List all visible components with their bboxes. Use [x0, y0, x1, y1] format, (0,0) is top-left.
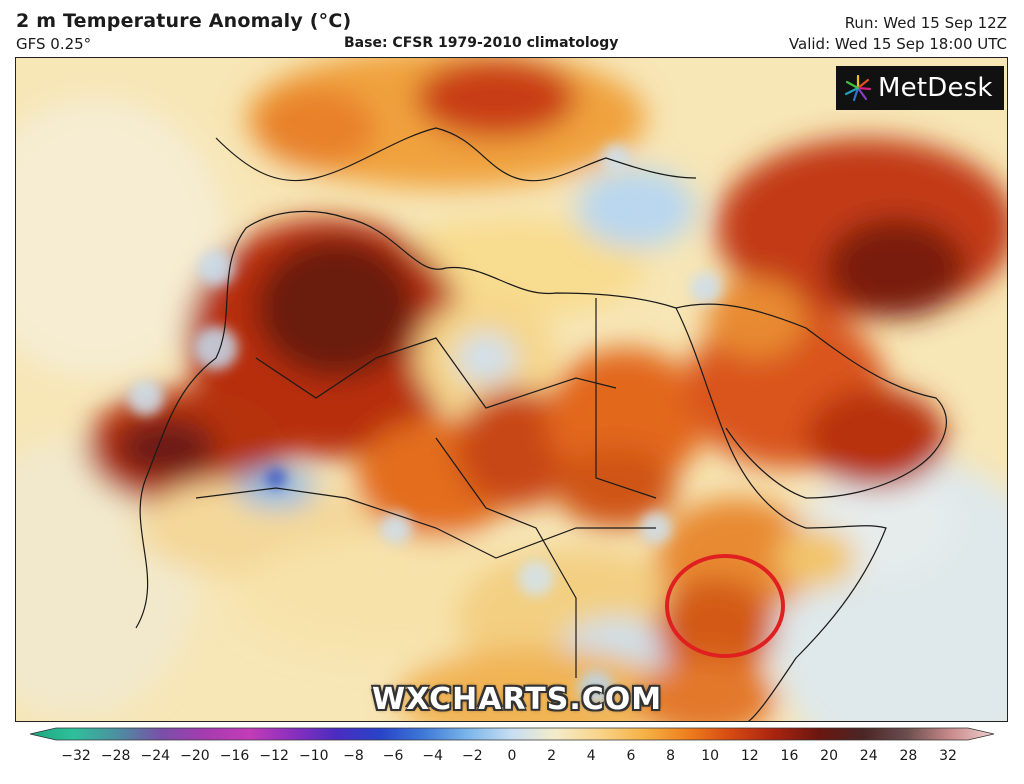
colorbar-tick-label: −10 [299, 748, 329, 764]
map-canvas [16, 58, 1007, 721]
colorbar-tick-label: 20 [820, 748, 838, 764]
coastlines [135, 127, 947, 721]
chart-header: 2 m Temperature Anomaly (°C) GFS 0.25° B… [0, 0, 1024, 56]
colorbar-tick-label: 24 [859, 748, 878, 764]
colorbar-tick-label: −32 [61, 748, 91, 764]
colorbar-tick-label: 2 [547, 748, 557, 764]
colorbar-tick-label: 10 [701, 748, 720, 764]
colorbar-tick-label: 16 [780, 748, 799, 764]
colorbar-tick-label: 32 [939, 748, 957, 764]
metdesk-logo: MetDesk [836, 66, 1004, 110]
colorbar-tick-label: −12 [259, 748, 289, 764]
wxcharts-watermark: WXCHARTS.COM [372, 682, 663, 717]
colorbar-tick-label: −28 [100, 748, 131, 764]
colorbar-tick-label: −6 [382, 748, 404, 764]
colorbar-tick-label: 8 [666, 748, 675, 764]
metdesk-star-icon [844, 74, 872, 102]
run-time-label: Run: Wed 15 Sep 12Z [844, 14, 1007, 32]
anomaly-map [15, 57, 1008, 722]
anomaly-field [16, 58, 1007, 721]
colorbar-tick-label: 28 [899, 748, 918, 764]
metdesk-logo-text: MetDesk [878, 73, 993, 103]
base-climatology-label: Base: CFSR 1979-2010 climatology [344, 35, 619, 51]
colorbar [0, 726, 1024, 784]
colorbar-tick-label: 12 [740, 748, 759, 764]
highlight-circle [665, 554, 785, 658]
chart-title: 2 m Temperature Anomaly (°C) [16, 10, 352, 32]
colorbar-ticks: −32 −28 −24 −20 −16 −12 −10 −8 −6 −4 −2 0 2 4 6 8 10 12 16… [0, 748, 1024, 772]
colorbar-tick-label: −2 [462, 748, 483, 764]
colorbar-tick-label: 0 [507, 748, 517, 764]
colorbar-gradient [29, 727, 995, 741]
colorbar-tick-label: −8 [343, 748, 364, 764]
colorbar-tick-label: 6 [626, 748, 636, 764]
colorbar-tick-label: −20 [180, 748, 210, 764]
colorbar-tick-label: −24 [140, 748, 171, 764]
model-label: GFS 0.25° [16, 35, 92, 53]
colorbar-tick-label: −16 [219, 748, 250, 764]
colorbar-tick-label: 4 [586, 748, 596, 764]
cool-pockets [128, 144, 722, 706]
valid-time-label: Valid: Wed 15 Sep 18:00 UTC [788, 35, 1007, 53]
colorbar-tick-label: −4 [422, 748, 444, 764]
